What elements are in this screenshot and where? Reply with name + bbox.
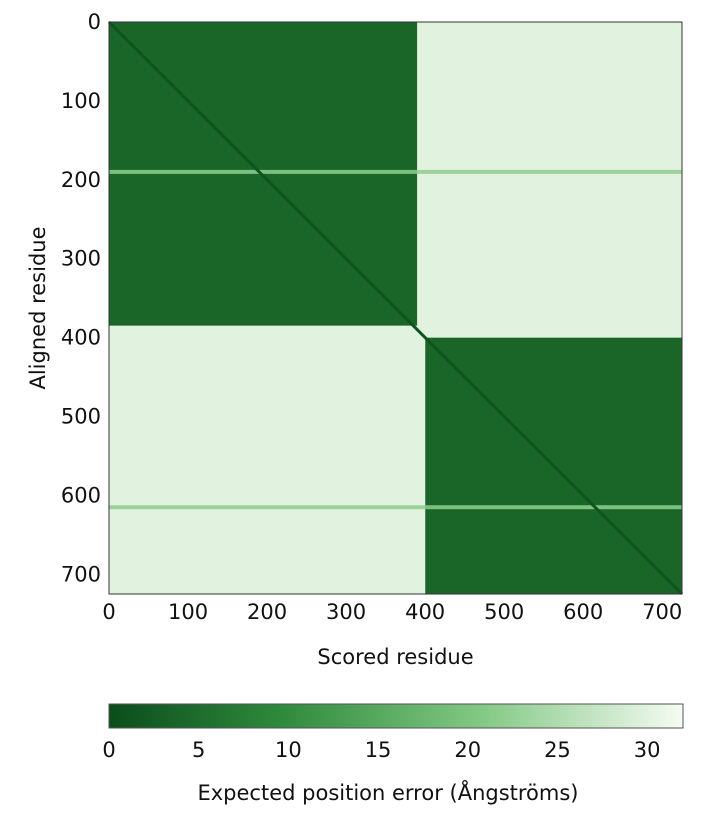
colorbar-label: Expected position error (Ångströms) [197, 779, 578, 805]
y-tick-label: 200 [61, 168, 101, 192]
x-tick-label: 400 [405, 600, 445, 624]
heatmap-block-inter-domain-lower [109, 325, 426, 594]
heatmap-stripe-0 [109, 169, 682, 174]
x-axis-ticks: 0 100 200 300 400 500 600 700 [102, 600, 682, 624]
colorbar-tick-label: 30 [634, 738, 661, 762]
y-tick-label: 700 [61, 562, 101, 586]
colorbar-tick-label: 10 [275, 738, 302, 762]
x-axis-label: Scored residue [317, 645, 473, 669]
heatmap-stripes [109, 169, 682, 510]
x-tick-label: 700 [642, 600, 682, 624]
y-tick-label: 400 [61, 326, 101, 350]
x-tick-label: 100 [168, 600, 208, 624]
colorbar [108, 703, 684, 729]
heatmap-block-inter-domain-upper [417, 22, 682, 338]
heatmap-stripe-1 [109, 505, 682, 510]
colorbar-tick-label: 5 [192, 738, 205, 762]
plot-frame [108, 21, 683, 595]
colorbar-tick-label: 15 [365, 738, 392, 762]
x-tick-label: 0 [102, 600, 115, 624]
y-axis-label: Aligned residue [26, 226, 50, 389]
x-tick-label: 500 [484, 600, 524, 624]
colorbar-tick-label: 20 [454, 738, 481, 762]
x-tick-label: 300 [326, 600, 366, 624]
colorbar-tick-label: 0 [102, 738, 115, 762]
y-tick-label: 600 [61, 483, 101, 507]
y-tick-label: 100 [61, 89, 101, 113]
colorbar-ticks: 0 5 10 15 20 25 30 [102, 738, 660, 762]
y-tick-label: 300 [61, 247, 101, 271]
y-tick-label: 500 [61, 404, 101, 428]
y-axis-ticks: 0 100 200 300 400 500 600 700 [61, 10, 101, 586]
y-tick-label: 0 [88, 10, 101, 34]
heatmap-diagonal [107, 20, 684, 596]
x-tick-label: 600 [563, 600, 603, 624]
x-tick-label: 200 [247, 600, 287, 624]
colorbar-tick-label: 25 [544, 738, 571, 762]
